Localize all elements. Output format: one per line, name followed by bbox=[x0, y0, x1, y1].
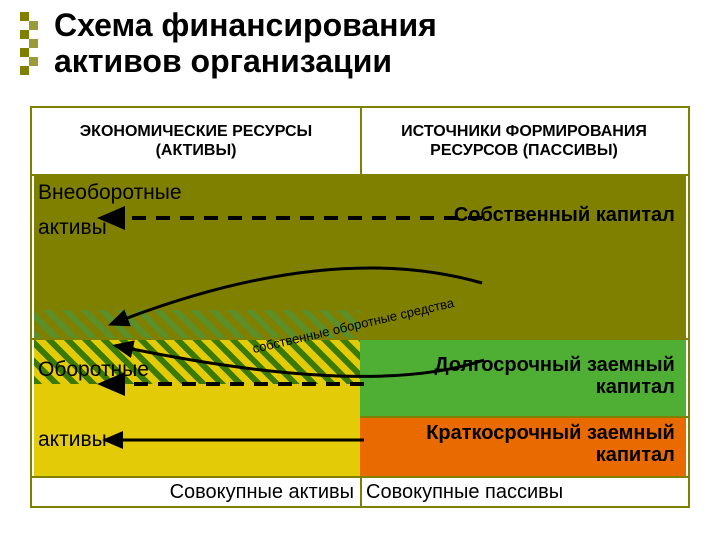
equity-label: Собственный капитал bbox=[367, 204, 675, 226]
financing-diagram: ЭКОНОМИЧЕСКИЕ РЕСУРСЫ (АКТИВЫ) ИСТОЧНИКИ… bbox=[30, 106, 690, 508]
shortterm-label: Краткосрочный заемный капитал bbox=[367, 422, 675, 466]
noncurrent-label-2: активы bbox=[38, 216, 107, 240]
hline-3 bbox=[360, 416, 688, 418]
title-decoration bbox=[20, 12, 36, 76]
page-title: Схема финансирования активов организации bbox=[54, 8, 702, 80]
total-assets-label: Совокупные активы bbox=[32, 476, 360, 508]
current-label-1: Оборотные bbox=[38, 358, 149, 382]
footer-row: Совокупные активы Совокупные пассивы bbox=[32, 476, 688, 508]
header-assets: ЭКОНОМИЧЕСКИЕ РЕСУРСЫ (АКТИВЫ) bbox=[32, 108, 360, 174]
hline-2 bbox=[32, 338, 688, 340]
header-sources: ИСТОЧНИКИ ФОРМИРОВАНИЯ РЕСУРСОВ (ПАССИВЫ… bbox=[360, 108, 688, 174]
noncurrent-label-1: Внеоборотные bbox=[38, 181, 182, 205]
total-liab-label: Совокупные пассивы bbox=[360, 476, 688, 508]
longterm-label: Долгосрочный заемный капитал bbox=[367, 354, 675, 398]
current-label-2: активы bbox=[38, 428, 107, 452]
title-line2: активов организации bbox=[54, 43, 392, 79]
title-line1: Схема финансирования bbox=[54, 7, 437, 43]
